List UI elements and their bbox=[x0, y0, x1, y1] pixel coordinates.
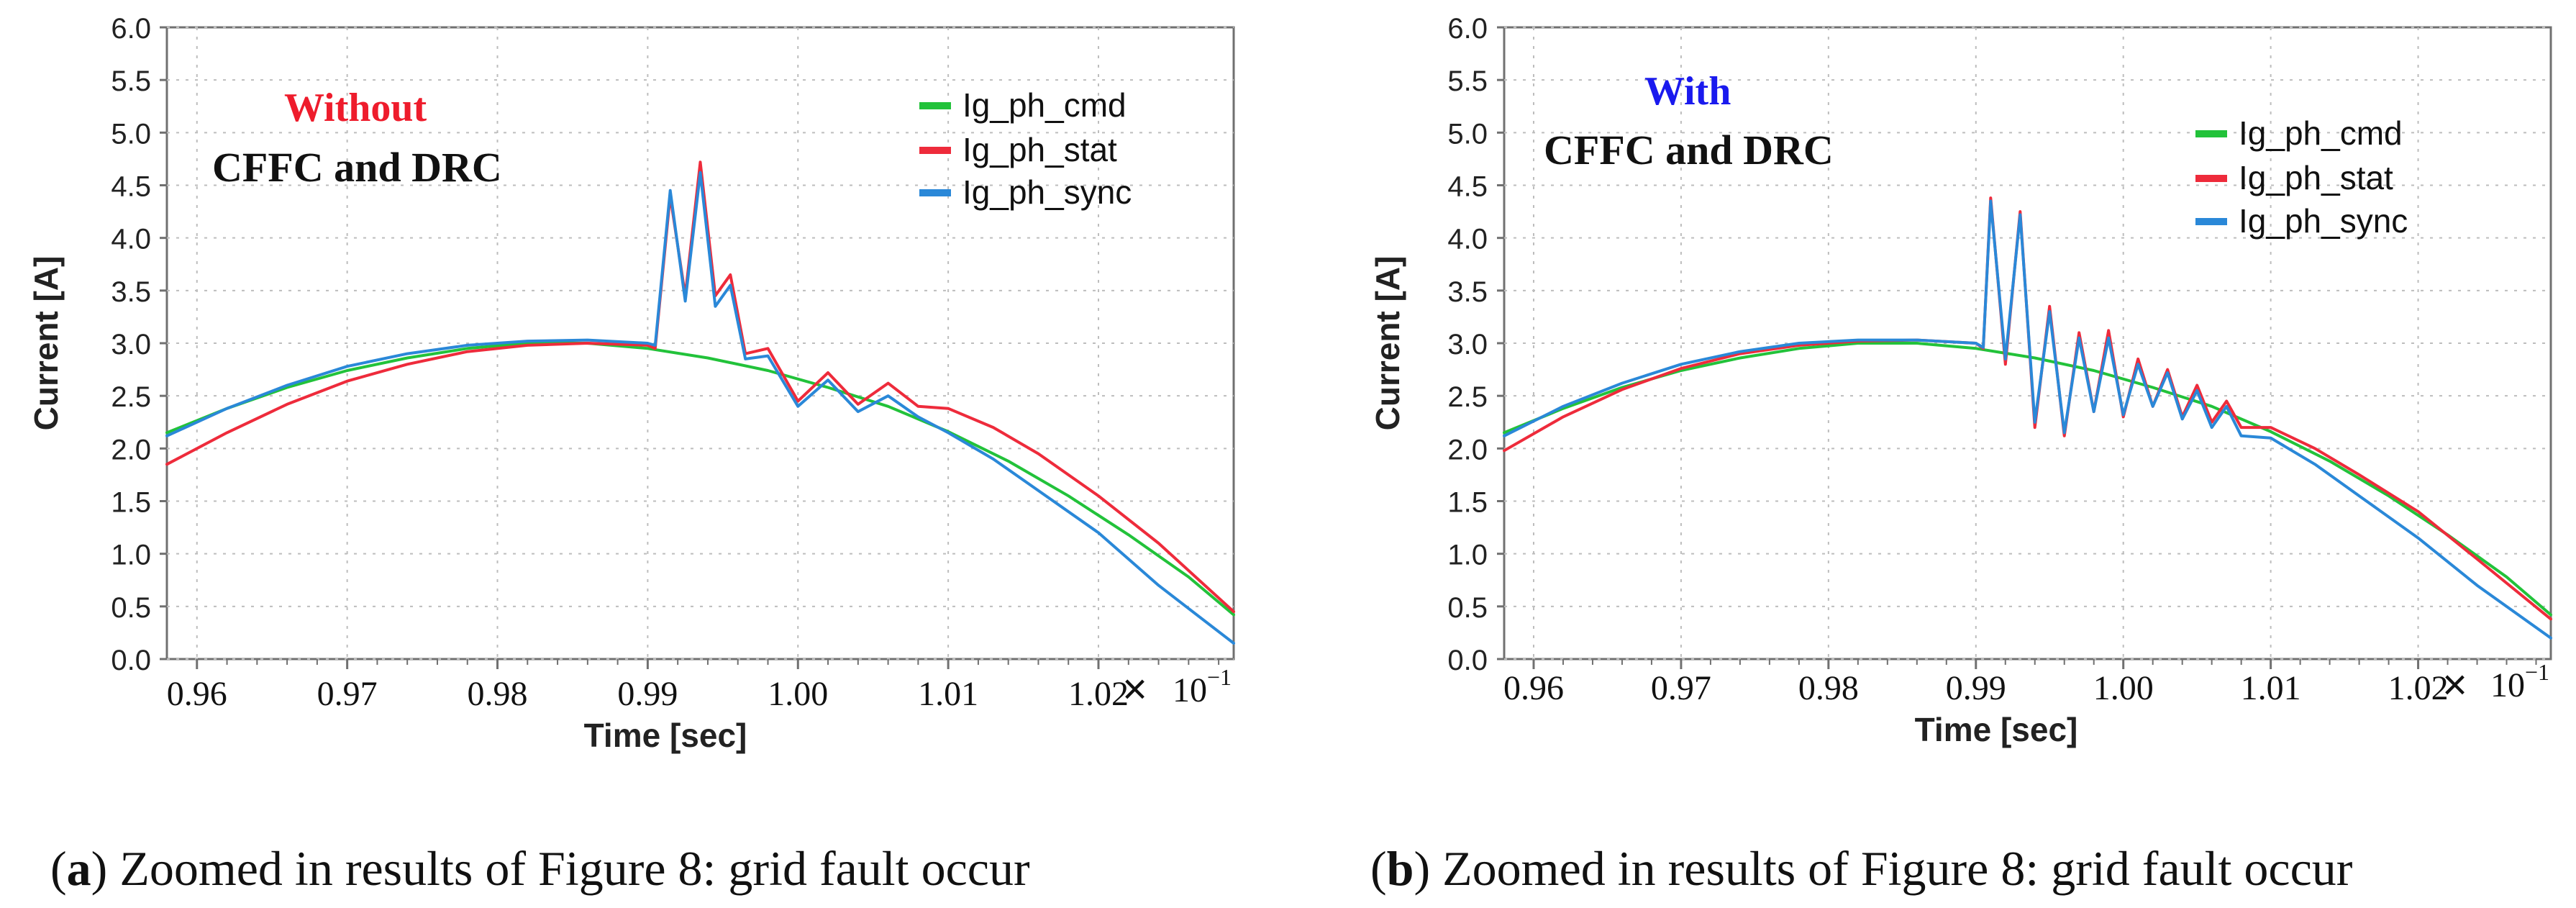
caption-text-b: Zoomed in results of Figure 8: grid faul… bbox=[1442, 841, 2353, 896]
series-line-ig-ph-cmd bbox=[165, 342, 1235, 617]
legend-label-stat-b: Ig_ph_stat bbox=[2239, 159, 2393, 196]
x-ticks-a: 0.96 0.97 0.98 0.99 1.00 1.01 1.02 bbox=[167, 659, 1220, 713]
x-tick-label: 1.02 bbox=[1068, 675, 1129, 713]
y-tick-label: 2.5 bbox=[1447, 381, 1488, 413]
caption-a: (a) Zoomed in results of Figure 8: grid … bbox=[50, 841, 1030, 896]
y-ticks-b: 0.0 0.5 1.0 1.5 2.0 2.5 3.0 3.5 4.0 4.5 5.0 5.5 6.0 bbox=[1447, 13, 1504, 676]
x-tick-label: 1.01 bbox=[2241, 669, 2301, 707]
y-tick-label: 4.0 bbox=[111, 224, 151, 255]
annotation-line2-a: CFFC and DRC bbox=[212, 144, 502, 191]
x-multiplier-sign-b: × bbox=[2442, 660, 2467, 709]
svg-text:(a) Zoomed in results of Figur: (a) Zoomed in results of Figure 8: grid … bbox=[50, 841, 1030, 896]
y-tick-label: 5.0 bbox=[111, 118, 151, 150]
x-tick-label: 0.99 bbox=[1946, 669, 2006, 707]
x-multiplier-base-b: 10 bbox=[2490, 666, 2525, 704]
y-tick-label: 2.0 bbox=[111, 434, 151, 466]
x-axis-label-a: Time [sec] bbox=[584, 717, 747, 754]
x-tick-label: 0.96 bbox=[167, 675, 227, 713]
y-tick-label: 6.0 bbox=[111, 13, 151, 45]
y-ticks-a: 0.0 0.5 1.0 1.5 2.0 2.5 3.0 3.5 4.0 4.5 5.0 5.5 6.0 bbox=[111, 13, 167, 676]
caption-text-a: Zoomed in results of Figure 8: grid faul… bbox=[119, 841, 1030, 896]
svg-text:(b) Zoomed in results of Figur: (b) Zoomed in results of Figure 8: grid … bbox=[1370, 841, 2353, 896]
series-a bbox=[165, 160, 1235, 645]
y-tick-label: 5.0 bbox=[1447, 118, 1488, 150]
y-tick-label: 6.0 bbox=[1447, 13, 1488, 45]
x-multiplier-exp-b: −1 bbox=[2525, 659, 2549, 685]
x-tick-label: 0.97 bbox=[317, 675, 378, 713]
x-tick-label: 0.99 bbox=[617, 675, 678, 713]
x-tick-label: 1.00 bbox=[2093, 669, 2154, 707]
y-axis-label-a: Current [A] bbox=[27, 256, 65, 431]
x-tick-label: 0.97 bbox=[1651, 669, 1711, 707]
annotation-line1-b: With bbox=[1644, 69, 1731, 114]
x-multiplier-base-a: 10 bbox=[1173, 671, 1207, 709]
x-tick-label: 0.98 bbox=[468, 675, 528, 713]
series-b bbox=[1503, 196, 2552, 640]
x-axis-label-b: Time [sec] bbox=[1915, 711, 2078, 748]
x-multiplier-exp-a: −1 bbox=[1207, 664, 1232, 690]
legend-a: Ig_ph_cmd Ig_ph_stat Ig_ph_sync bbox=[919, 86, 1132, 211]
legend-label-cmd-b: Ig_ph_cmd bbox=[2239, 114, 2403, 152]
y-axis-label-b: Current [A] bbox=[1369, 256, 1406, 431]
legend-label-stat-a: Ig_ph_stat bbox=[962, 131, 1117, 168]
series-line-ig-ph-sync bbox=[1503, 199, 2552, 640]
y-tick-label: 2.5 bbox=[111, 381, 151, 413]
x-ticks-b: 0.96 0.97 0.98 0.99 1.00 1.01 1.02 bbox=[1503, 659, 2537, 707]
panel-a: 0.00.51.01.52.02.53.03.54.04.55.05.56.0 … bbox=[27, 13, 1235, 896]
panel-label-b: b bbox=[1387, 841, 1414, 896]
x-tick-label: 1.01 bbox=[918, 675, 978, 713]
legend-label-sync-b: Ig_ph_sync bbox=[2239, 202, 2408, 240]
x-tick-label: 1.00 bbox=[768, 675, 828, 713]
y-tick-label: 0.5 bbox=[1447, 592, 1488, 624]
annotation-line1-a: Without bbox=[284, 86, 427, 130]
y-tick-label: 1.5 bbox=[111, 487, 151, 519]
y-tick-label: 0.0 bbox=[111, 645, 151, 676]
grid-b bbox=[1504, 27, 2551, 660]
legend-label-cmd-a: Ig_ph_cmd bbox=[962, 86, 1127, 124]
x-tick-label: 1.02 bbox=[2388, 669, 2449, 707]
y-tick-label: 4.5 bbox=[111, 171, 151, 203]
y-tick-label: 1.5 bbox=[1447, 487, 1488, 519]
y-tick-label: 3.5 bbox=[1447, 276, 1488, 308]
series-line-ig-ph-stat bbox=[165, 160, 1235, 614]
y-tick-label: 0.5 bbox=[111, 592, 151, 624]
x-tick-label: 0.98 bbox=[1798, 669, 1859, 707]
y-tick-label: 1.0 bbox=[111, 540, 151, 571]
legend-label-sync-a: Ig_ph_sync bbox=[962, 173, 1132, 211]
y-tick-label: 3.5 bbox=[111, 276, 151, 308]
panel-b: 0.00.51.01.52.02.53.03.54.04.55.05.56.0 … bbox=[1369, 13, 2552, 896]
y-tick-label: 4.5 bbox=[1447, 171, 1488, 203]
y-tick-label: 4.0 bbox=[1447, 224, 1488, 255]
y-tick-label: 3.0 bbox=[1447, 329, 1488, 360]
x-multiplier-sign-a: × bbox=[1122, 665, 1147, 713]
series-line-ig-ph-sync bbox=[165, 171, 1235, 645]
panel-label-a: a bbox=[67, 841, 91, 896]
y-tick-label: 0.0 bbox=[1447, 645, 1488, 676]
x-tick-label: 0.96 bbox=[1503, 669, 1564, 707]
series-line-ig-ph-cmd bbox=[1503, 342, 2552, 617]
y-tick-label: 5.5 bbox=[1447, 65, 1488, 97]
legend-b: Ig_ph_cmd Ig_ph_stat Ig_ph_sync bbox=[2195, 114, 2408, 240]
y-tick-label: 1.0 bbox=[1447, 540, 1488, 571]
y-tick-label: 5.5 bbox=[111, 65, 151, 97]
y-tick-label: 2.0 bbox=[1447, 434, 1488, 466]
caption-b: (b) Zoomed in results of Figure 8: grid … bbox=[1370, 841, 2353, 896]
annotation-line2-b: CFFC and DRC bbox=[1544, 127, 1834, 173]
y-tick-label: 3.0 bbox=[111, 329, 151, 360]
